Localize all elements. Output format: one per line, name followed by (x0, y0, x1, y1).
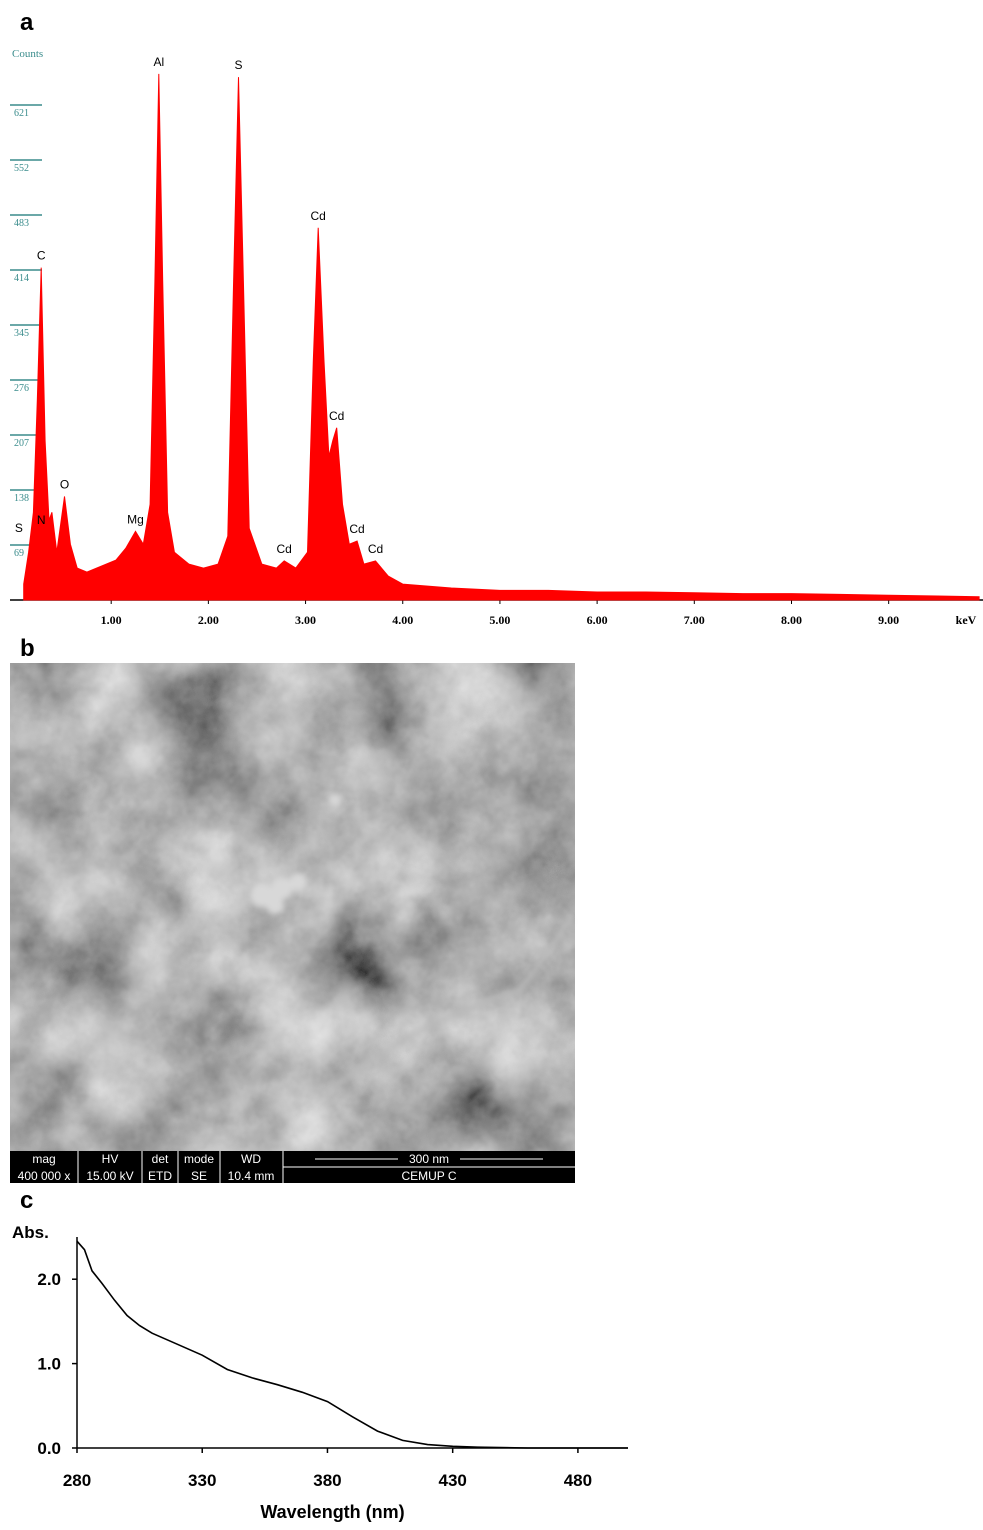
x-tick-label: 5.00 (489, 613, 510, 627)
peak-label: Cd (349, 522, 364, 536)
peak-label: Cd (329, 409, 344, 423)
sem-header: HV (102, 1152, 119, 1166)
spectrum-area (23, 73, 980, 601)
sem-scale-bar: 300 nm (409, 1152, 449, 1166)
x-tick-label: 430 (438, 1471, 466, 1490)
y-tick-label: 552 (14, 163, 29, 174)
sem-header: det (152, 1152, 169, 1166)
y-tick-label: 138 (14, 493, 29, 504)
sem-value: 400 000 x (18, 1169, 71, 1183)
peak-label: S (234, 58, 242, 72)
x-tick-label: 1.00 (101, 613, 122, 627)
peak-label: Al (153, 55, 164, 69)
sem-header: mode (184, 1152, 214, 1166)
sem-value: ETD (148, 1169, 172, 1183)
scale-bar-gap (398, 1151, 460, 1165)
peak-label: O (60, 477, 69, 491)
x-tick-label: 8.00 (781, 613, 802, 627)
x-tick-label: 380 (313, 1471, 341, 1490)
sem-particles (250, 794, 572, 1092)
peak-label: Cd (368, 542, 383, 556)
spectrum-line (76, 1240, 628, 1449)
y-tick-label: 414 (14, 273, 29, 284)
x-tick-label: 3.00 (295, 613, 316, 627)
sem-image: mag 400 000 x HV 15.00 kV det ETD mode SE WD 10.4… (10, 663, 575, 1183)
sem-value: SE (191, 1169, 207, 1183)
y-tick-label: 1.0 (37, 1355, 61, 1374)
sem-header: mag (32, 1152, 55, 1166)
sem-value: 10.4 mm (228, 1169, 275, 1183)
x-tick-label: 7.00 (684, 613, 705, 627)
sem-label: CEMUP C (401, 1169, 456, 1183)
y-tick-label: 207 (14, 438, 29, 449)
y-tick-label: 621 (14, 108, 29, 119)
panel-label: a (20, 9, 34, 36)
peak-label: Mg (127, 512, 144, 526)
y-axis-label: Counts (12, 48, 43, 60)
x-tick-label: 480 (564, 1471, 592, 1490)
x-tick-label: 9.00 (878, 613, 899, 627)
x-tick-label: 330 (188, 1471, 216, 1490)
x-tick-label: 6.00 (587, 613, 608, 627)
y-tick-label: 0.0 (37, 1439, 61, 1458)
peak-label: Cd (277, 542, 292, 556)
x-tick-label: 4.00 (392, 613, 413, 627)
sem-header: WD (241, 1152, 261, 1166)
sem-text: mag 400 000 x HV 15.00 kV det ETD mode SE WD 10.4… (18, 1152, 457, 1183)
sem-value: 15.00 kV (86, 1169, 133, 1183)
panel-label: c (20, 1187, 33, 1214)
peak-label: S (15, 521, 23, 535)
x-axis-label: Wavelength (nm) (260, 1502, 404, 1522)
peak-label: N (37, 513, 46, 527)
peak-label: Cd (311, 209, 326, 223)
y-tick-label: 483 (14, 218, 29, 229)
sem-texture (10, 663, 575, 1151)
peak-label: C (37, 249, 46, 263)
y-tick-label: 69 (14, 548, 24, 559)
y-tick-label: 2.0 (37, 1270, 61, 1289)
x-tick-label: 280 (63, 1471, 91, 1490)
y-axis-label: Abs. (12, 1223, 49, 1242)
y-tick-label: 345 (14, 328, 29, 339)
x-tick-label: 2.00 (198, 613, 219, 627)
x-axis-label: keV (956, 613, 977, 627)
y-tick-label: 276 (14, 383, 29, 394)
panel-label: b (20, 635, 35, 662)
